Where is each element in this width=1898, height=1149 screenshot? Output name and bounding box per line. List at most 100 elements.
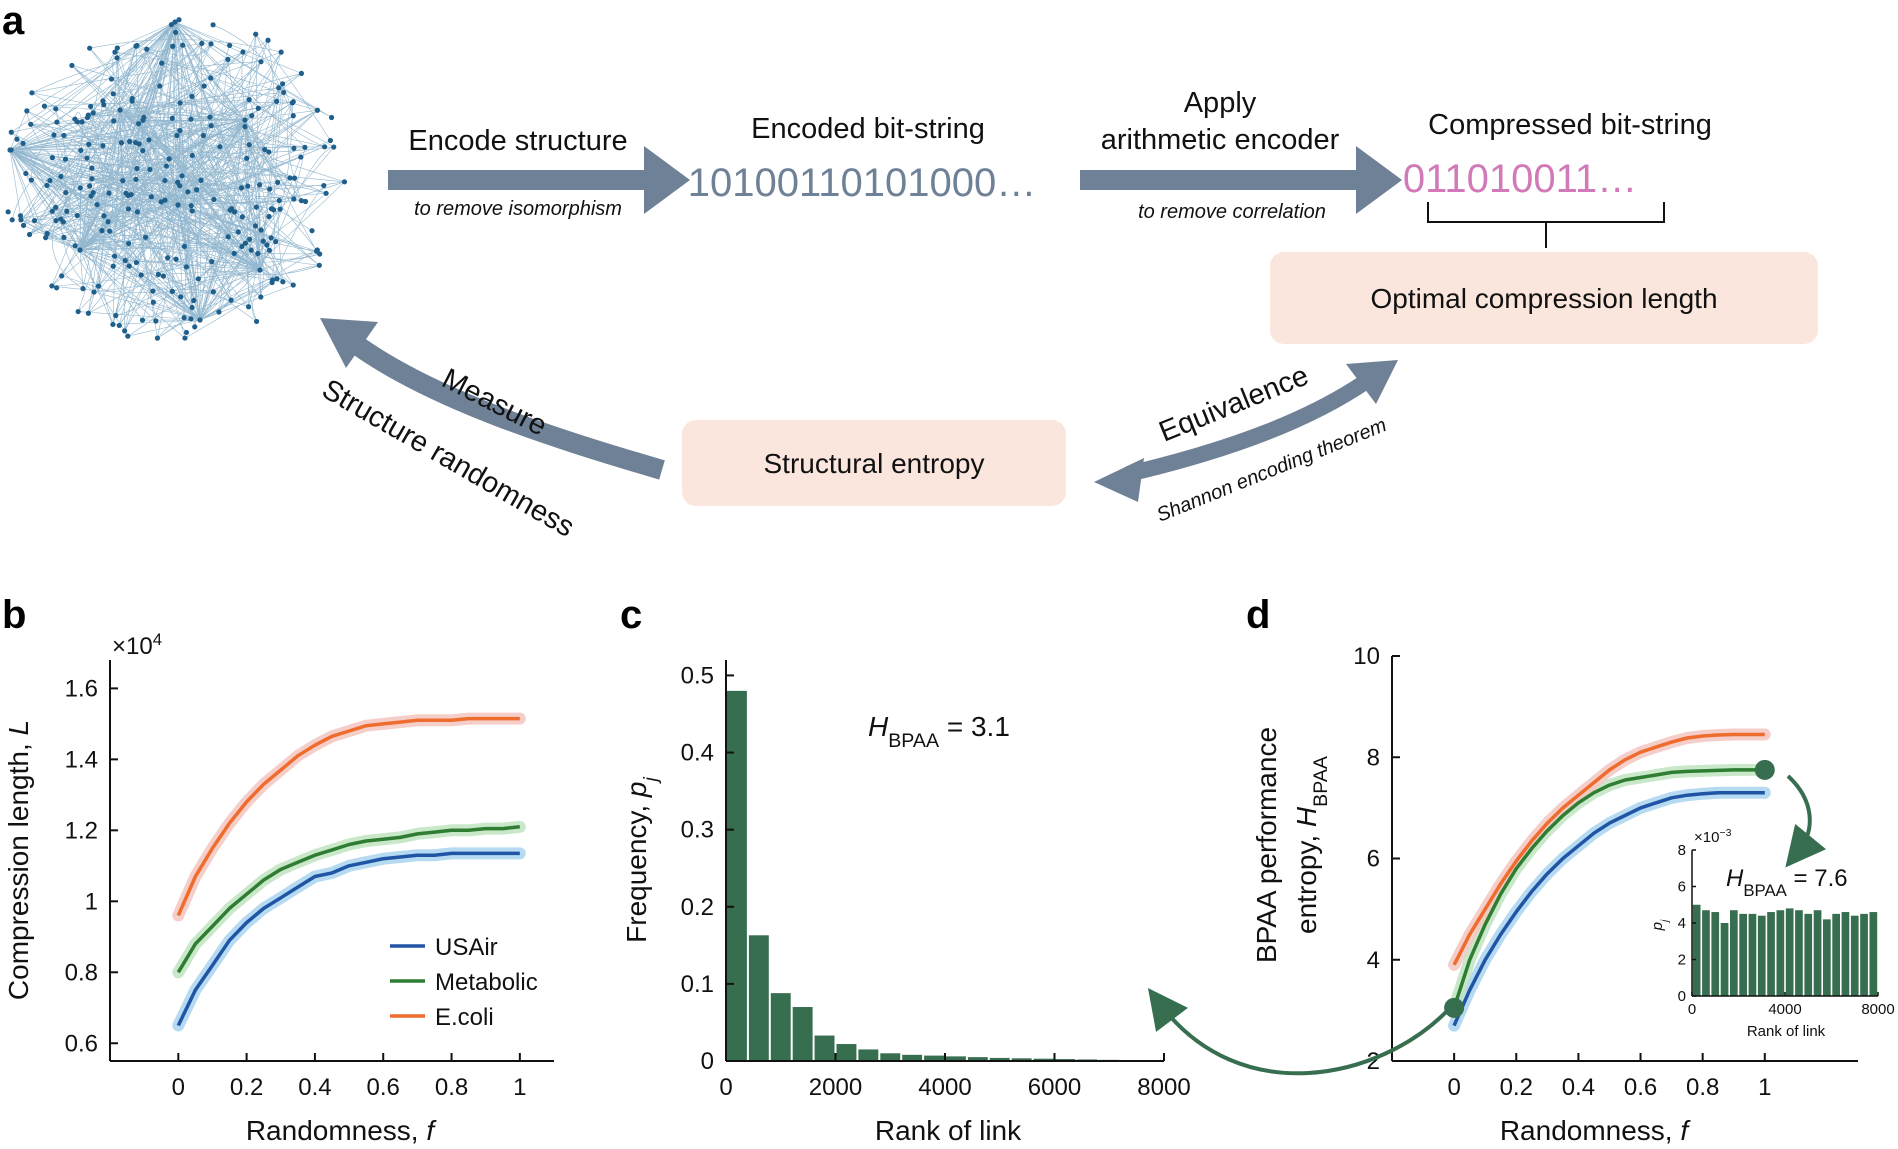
network-node [118,140,125,146]
link-arrow-c-to-d [1147,988,1450,1076]
histogram-bar [858,1049,879,1061]
network-node [176,17,182,23]
y-tick-label: 1.4 [65,746,98,773]
network-node [189,304,195,311]
inset-histogram-bar [1850,915,1859,996]
network-node [274,98,280,104]
network-node [77,247,83,253]
x-tick-label: 0.2 [230,1074,263,1101]
histogram-bar [902,1054,923,1061]
network-node [79,119,85,125]
equivalence-arrow [1094,360,1398,502]
network-node [327,137,334,144]
network-node [173,256,179,262]
x-axis-label: Rank of link [875,1115,1022,1146]
x-tick-label: 4000 [918,1074,971,1101]
network-node [242,124,248,130]
network-node [341,179,348,185]
series-line-usair [1452,790,1765,1027]
histogram-bar [792,1007,813,1061]
network-node [87,45,93,51]
network-node [154,335,161,341]
network-node [258,59,264,65]
panel-letter-c: c [620,593,642,637]
network-node [189,208,195,214]
network-node [155,271,161,278]
network-node [199,40,205,46]
network-node [160,273,167,279]
x-tick-label: 0.8 [435,1074,468,1101]
network-node [62,156,69,162]
network-node [141,114,147,121]
network-node [262,146,268,153]
network-node [41,103,48,109]
inset-histogram-bar [1795,910,1803,996]
network-node [317,251,323,257]
network-node [174,132,180,139]
network-node [80,286,86,292]
y-tick-label: 1.2 [65,817,98,844]
network-node [178,294,184,300]
network-node [53,204,59,210]
network-node [125,206,132,212]
network-node [86,141,92,147]
network-node [90,110,96,116]
x-tick-label: 0.4 [1562,1074,1595,1101]
network-node [140,147,146,154]
network-node [110,321,116,328]
network-node [101,213,107,219]
network-node [275,179,281,185]
network-node [292,175,298,181]
network-node [5,209,11,215]
network-node [276,85,282,91]
network-node [53,106,59,112]
network-node [239,214,245,220]
network-node [114,55,120,61]
series-line-metabolic [176,825,520,974]
y-tick-label: 10 [1353,643,1380,670]
network-node [162,177,168,184]
network-node [266,213,272,220]
network-node [153,318,159,324]
network-node [44,182,50,189]
network-node [276,197,282,204]
y-axis-label-line2: entropy, HBPAA [1291,755,1332,934]
network-node [256,182,263,188]
network-node [94,201,100,208]
network-node [9,217,15,223]
network-node [24,108,30,114]
network-node [246,142,252,148]
y-tick-label: 0.6 [65,1030,98,1057]
network-node [179,173,185,179]
network-node [175,202,181,208]
network-node [144,46,150,52]
network-node [216,309,222,315]
network-node [108,76,115,82]
equivalence-label: Equivalence [1155,360,1313,449]
network-node [245,183,251,189]
y-tick-label: 0.3 [681,817,714,844]
network-node [158,199,164,205]
network-node [165,255,171,261]
network-node [28,121,34,127]
network-node [8,129,14,135]
inset-histogram-bar [1860,913,1868,996]
network-node [58,173,64,180]
network-node [60,219,66,225]
network-node [20,140,26,146]
inset-y-axis-label: pj [1649,919,1671,931]
y-tick-label: 2 [1367,1048,1380,1075]
histogram-bar [748,935,769,1061]
network-node [7,147,13,153]
network-node [242,240,249,246]
network-node [44,230,50,237]
network-node [54,119,60,125]
inset-histogram-bar [1748,913,1757,996]
network-node [88,103,94,109]
network-node [59,273,65,279]
network-node [246,236,253,242]
series-line-ecoli [176,716,520,917]
network-node [14,136,20,142]
encoded-bitstring-title: Encoded bit-string [751,113,985,145]
